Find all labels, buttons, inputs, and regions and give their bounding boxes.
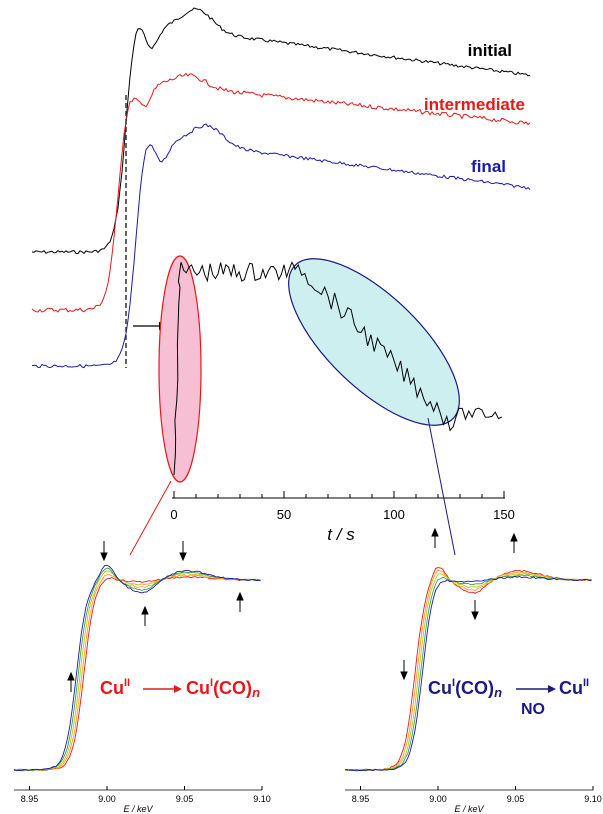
x-tick-label: 9.10 bbox=[253, 794, 271, 804]
xanes-curve bbox=[13, 567, 261, 772]
connector-blue bbox=[427, 417, 456, 556]
xanes-right-curves bbox=[344, 567, 592, 772]
xanes-right-ticks: 8.95 9.00 9.05 9.10 bbox=[352, 786, 602, 804]
xanes-right-xlabel: E / keV bbox=[454, 804, 484, 814]
kinetic-trace bbox=[173, 261, 503, 476]
xanes-curve bbox=[344, 572, 592, 771]
spectrum-intermediate bbox=[31, 72, 531, 313]
highlight-ellipse-red bbox=[158, 255, 202, 483]
xanes-curve bbox=[344, 575, 592, 772]
x-tick-label: 9.05 bbox=[507, 794, 525, 804]
kinetic-panel: 0 50 100 150 t / s bbox=[129, 255, 515, 556]
x-tick-label: 8.95 bbox=[21, 794, 39, 804]
xanes-curve bbox=[344, 569, 592, 772]
xanes-curve bbox=[13, 564, 261, 772]
svg-text:CuI(CO)n: CuI(CO)n bbox=[186, 677, 260, 700]
spectrum-initial bbox=[31, 7, 531, 255]
xanes-right-panel: 8.95 9.00 9.05 9.10 E / keV CuI(CO)n CuII N… bbox=[344, 527, 602, 814]
x-tick-label: 9.00 bbox=[98, 794, 116, 804]
xanes-curve bbox=[13, 570, 261, 772]
x-tick-label: 150 bbox=[493, 507, 515, 522]
svg-text:NO: NO bbox=[521, 701, 545, 718]
xanes-curve bbox=[344, 574, 592, 772]
x-tick-label: 50 bbox=[277, 507, 291, 522]
label-initial: initial bbox=[468, 41, 512, 60]
xanes-curve bbox=[344, 567, 592, 771]
x-tick-label: 8.95 bbox=[352, 794, 370, 804]
x-tick-label: 9.10 bbox=[584, 794, 602, 804]
xanes-left-xlabel: E / keV bbox=[123, 804, 153, 814]
xanes-left-arrows bbox=[67, 541, 244, 692]
x-tick-label: 9.00 bbox=[429, 794, 447, 804]
spectrum-final bbox=[31, 123, 531, 369]
xanes-curve bbox=[13, 576, 261, 772]
xanes-curve bbox=[14, 574, 261, 772]
label-final: final bbox=[471, 157, 506, 176]
highlight-ellipse-blue bbox=[288, 258, 460, 426]
reaction-right: CuI(CO)n CuII NO bbox=[428, 677, 589, 718]
x-tick-label: 0 bbox=[170, 507, 177, 522]
svg-text:CuII: CuII bbox=[559, 677, 589, 698]
x-axis-label: t / s bbox=[327, 525, 355, 544]
x-axis-ticks: 0 50 100 150 bbox=[170, 491, 515, 522]
xanes-left-curves bbox=[13, 564, 261, 772]
label-intermediate: intermediate bbox=[424, 95, 525, 114]
top-spectra: initial intermediate final bbox=[31, 7, 531, 369]
svg-text:CuII: CuII bbox=[100, 677, 130, 698]
xanes-left-panel: 8.95 9.00 9.05 9.10 E / keV CuII CuI(CO)n bbox=[13, 541, 271, 814]
xanes-left-ticks: 8.95 9.00 9.05 9.10 bbox=[21, 786, 271, 804]
xanes-right-arrows bbox=[400, 527, 518, 681]
reaction-left: CuII CuI(CO)n bbox=[100, 677, 260, 700]
x-tick-label: 9.05 bbox=[176, 794, 194, 804]
svg-text:CuI(CO)n: CuI(CO)n bbox=[428, 677, 502, 700]
x-tick-label: 100 bbox=[383, 507, 405, 522]
connector-red bbox=[129, 480, 172, 556]
